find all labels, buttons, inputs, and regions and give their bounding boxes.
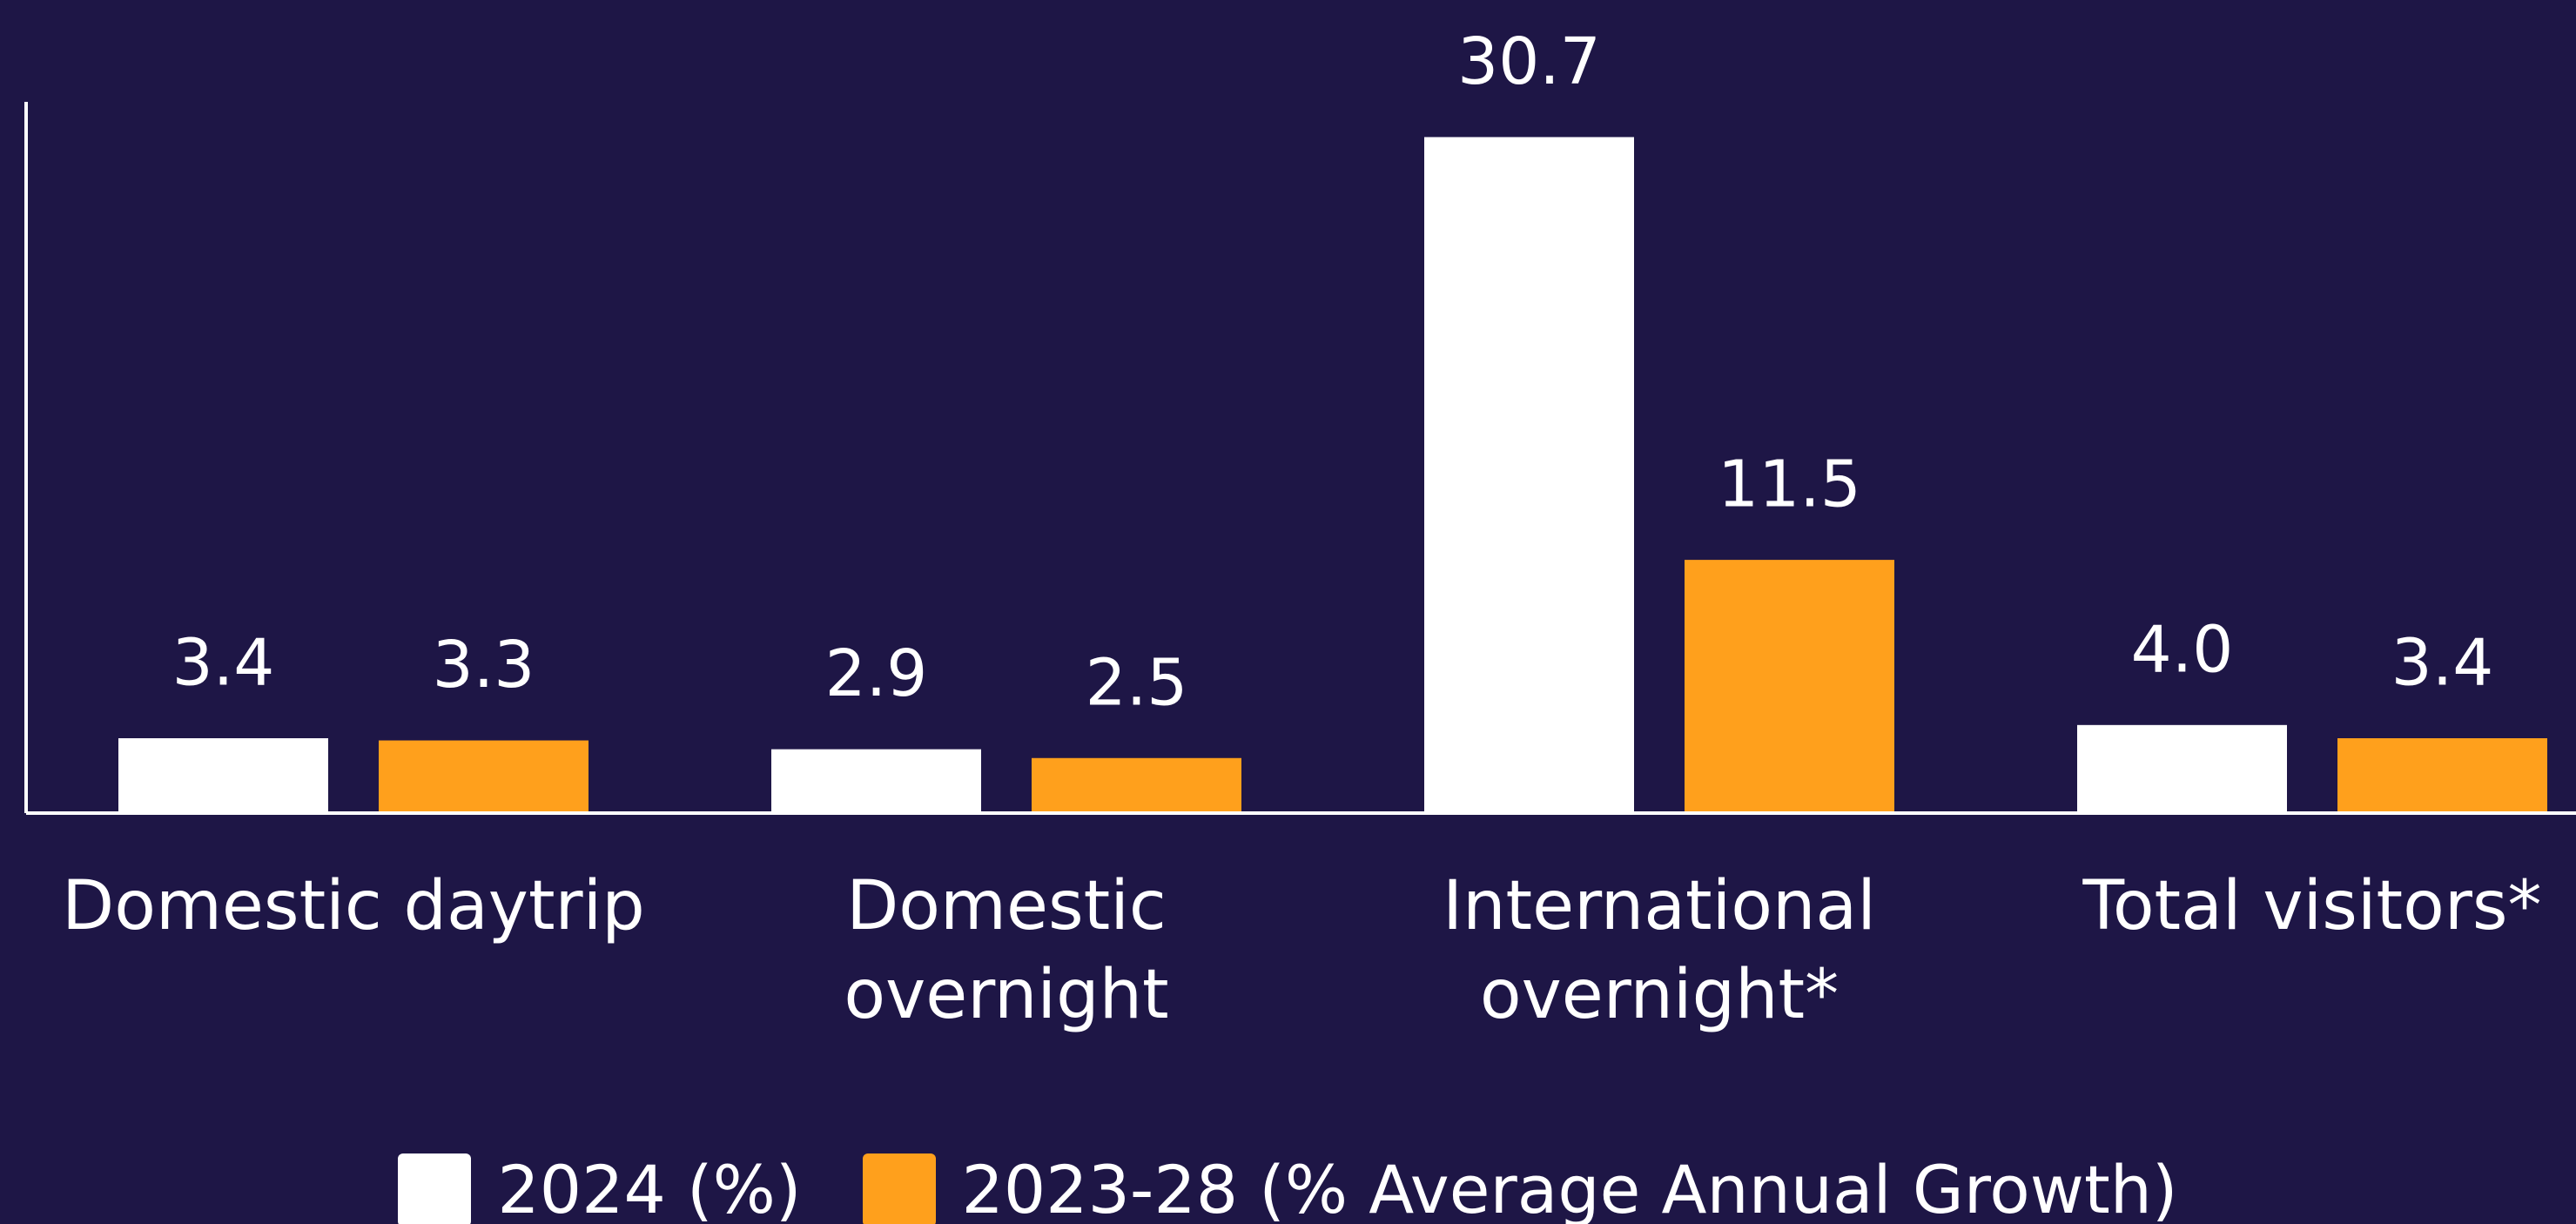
legend-swatch <box>398 1153 472 1224</box>
legend-item: 2023-28 (% Average Annual Growth) <box>862 1151 2178 1224</box>
bar <box>2337 738 2547 813</box>
bar <box>379 740 589 813</box>
value-label: 2.9 <box>825 636 928 711</box>
legend: 2024 (%) 2023-28 (% Average Annual Growth… <box>0 1151 2576 1224</box>
legend-item: 2024 (%) <box>398 1151 802 1224</box>
bar <box>771 749 981 813</box>
bar <box>1685 560 1894 813</box>
bar <box>1424 137 1634 813</box>
value-label: 4.0 <box>2131 612 2234 687</box>
x-tick-label: International overnight* <box>1443 867 1876 1034</box>
x-tick-label: Domestic overnight <box>844 867 1169 1034</box>
bar <box>1032 757 1241 813</box>
bar <box>118 738 328 813</box>
legend-swatch <box>862 1153 936 1224</box>
legend-label: 2024 (%) <box>497 1151 802 1224</box>
x-tick-label: Domestic daytrip <box>62 867 645 945</box>
value-label: 3.4 <box>2391 626 2494 701</box>
legend-label: 2023-28 (% Average Annual Growth) <box>961 1151 2178 1224</box>
value-label: 2.5 <box>1086 645 1188 720</box>
bar <box>2077 724 2287 813</box>
value-label: 11.5 <box>1718 447 1861 522</box>
x-tick-label: Total visitors* <box>2082 867 2542 945</box>
value-label: 3.4 <box>172 626 275 701</box>
value-label: 30.7 <box>1457 24 1601 99</box>
value-label: 3.3 <box>433 628 535 703</box>
